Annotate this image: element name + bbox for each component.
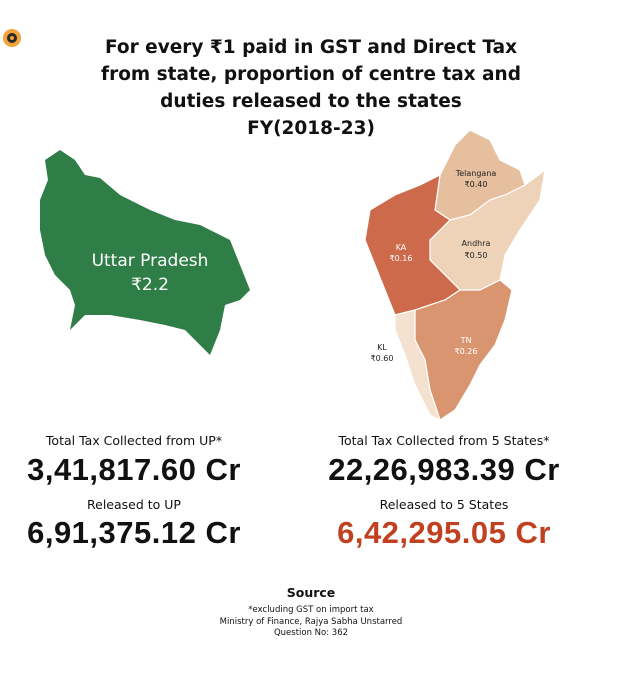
logo [3,29,21,47]
state-value: ₹0.26 [455,347,478,356]
state-value: ₹0.60 [371,354,394,363]
title-line: FY(2018-23) [247,118,375,139]
source-line: *excluding GST on import tax [248,605,374,615]
source-notes: *excluding GST on import tax Ministry of… [220,605,403,640]
stat-value: 6,42,295.05 Cr [337,515,551,550]
source-heading: Source [286,585,336,600]
stat-label: Released to UP [87,497,181,512]
source-line: Ministry of Finance, Rajya Sabha Unstarr… [219,616,403,627]
up-value: ₹2.2 [131,275,169,295]
state-value: ₹0.16 [390,254,413,263]
stat-value: 3,41,817.60 Cr [27,452,241,487]
state-name: KA [396,243,407,252]
title: For every ₹1 paid in GST and Direct Tax … [101,34,521,142]
stat-label: Total Tax Collected from UP* [45,433,223,448]
up-map [40,150,250,355]
stat-label: Total Tax Collected from 5 States* [338,433,550,448]
up-name: Uttar Pradesh [92,251,209,271]
state-name: TN [460,336,472,345]
source-line: Question No: 362 [273,628,349,638]
stat-value: 6,91,375.12 Cr [27,515,241,550]
title-line: For every ₹1 paid in GST and Direct Tax [104,37,518,58]
kl-map [394,309,442,422]
title-line: duties released to the states [160,91,462,112]
state-name: Andhra [462,239,491,248]
state-value: ₹0.40 [465,180,488,189]
title-line: from state, proportion of centre tax and [101,64,521,85]
stat-label: Released to 5 States [379,497,509,512]
state-value: ₹0.50 [465,251,488,260]
stat-value: 22,26,983.39 Cr [328,452,560,487]
state-name: KL [377,343,387,352]
state-name: Telangana [455,169,497,178]
